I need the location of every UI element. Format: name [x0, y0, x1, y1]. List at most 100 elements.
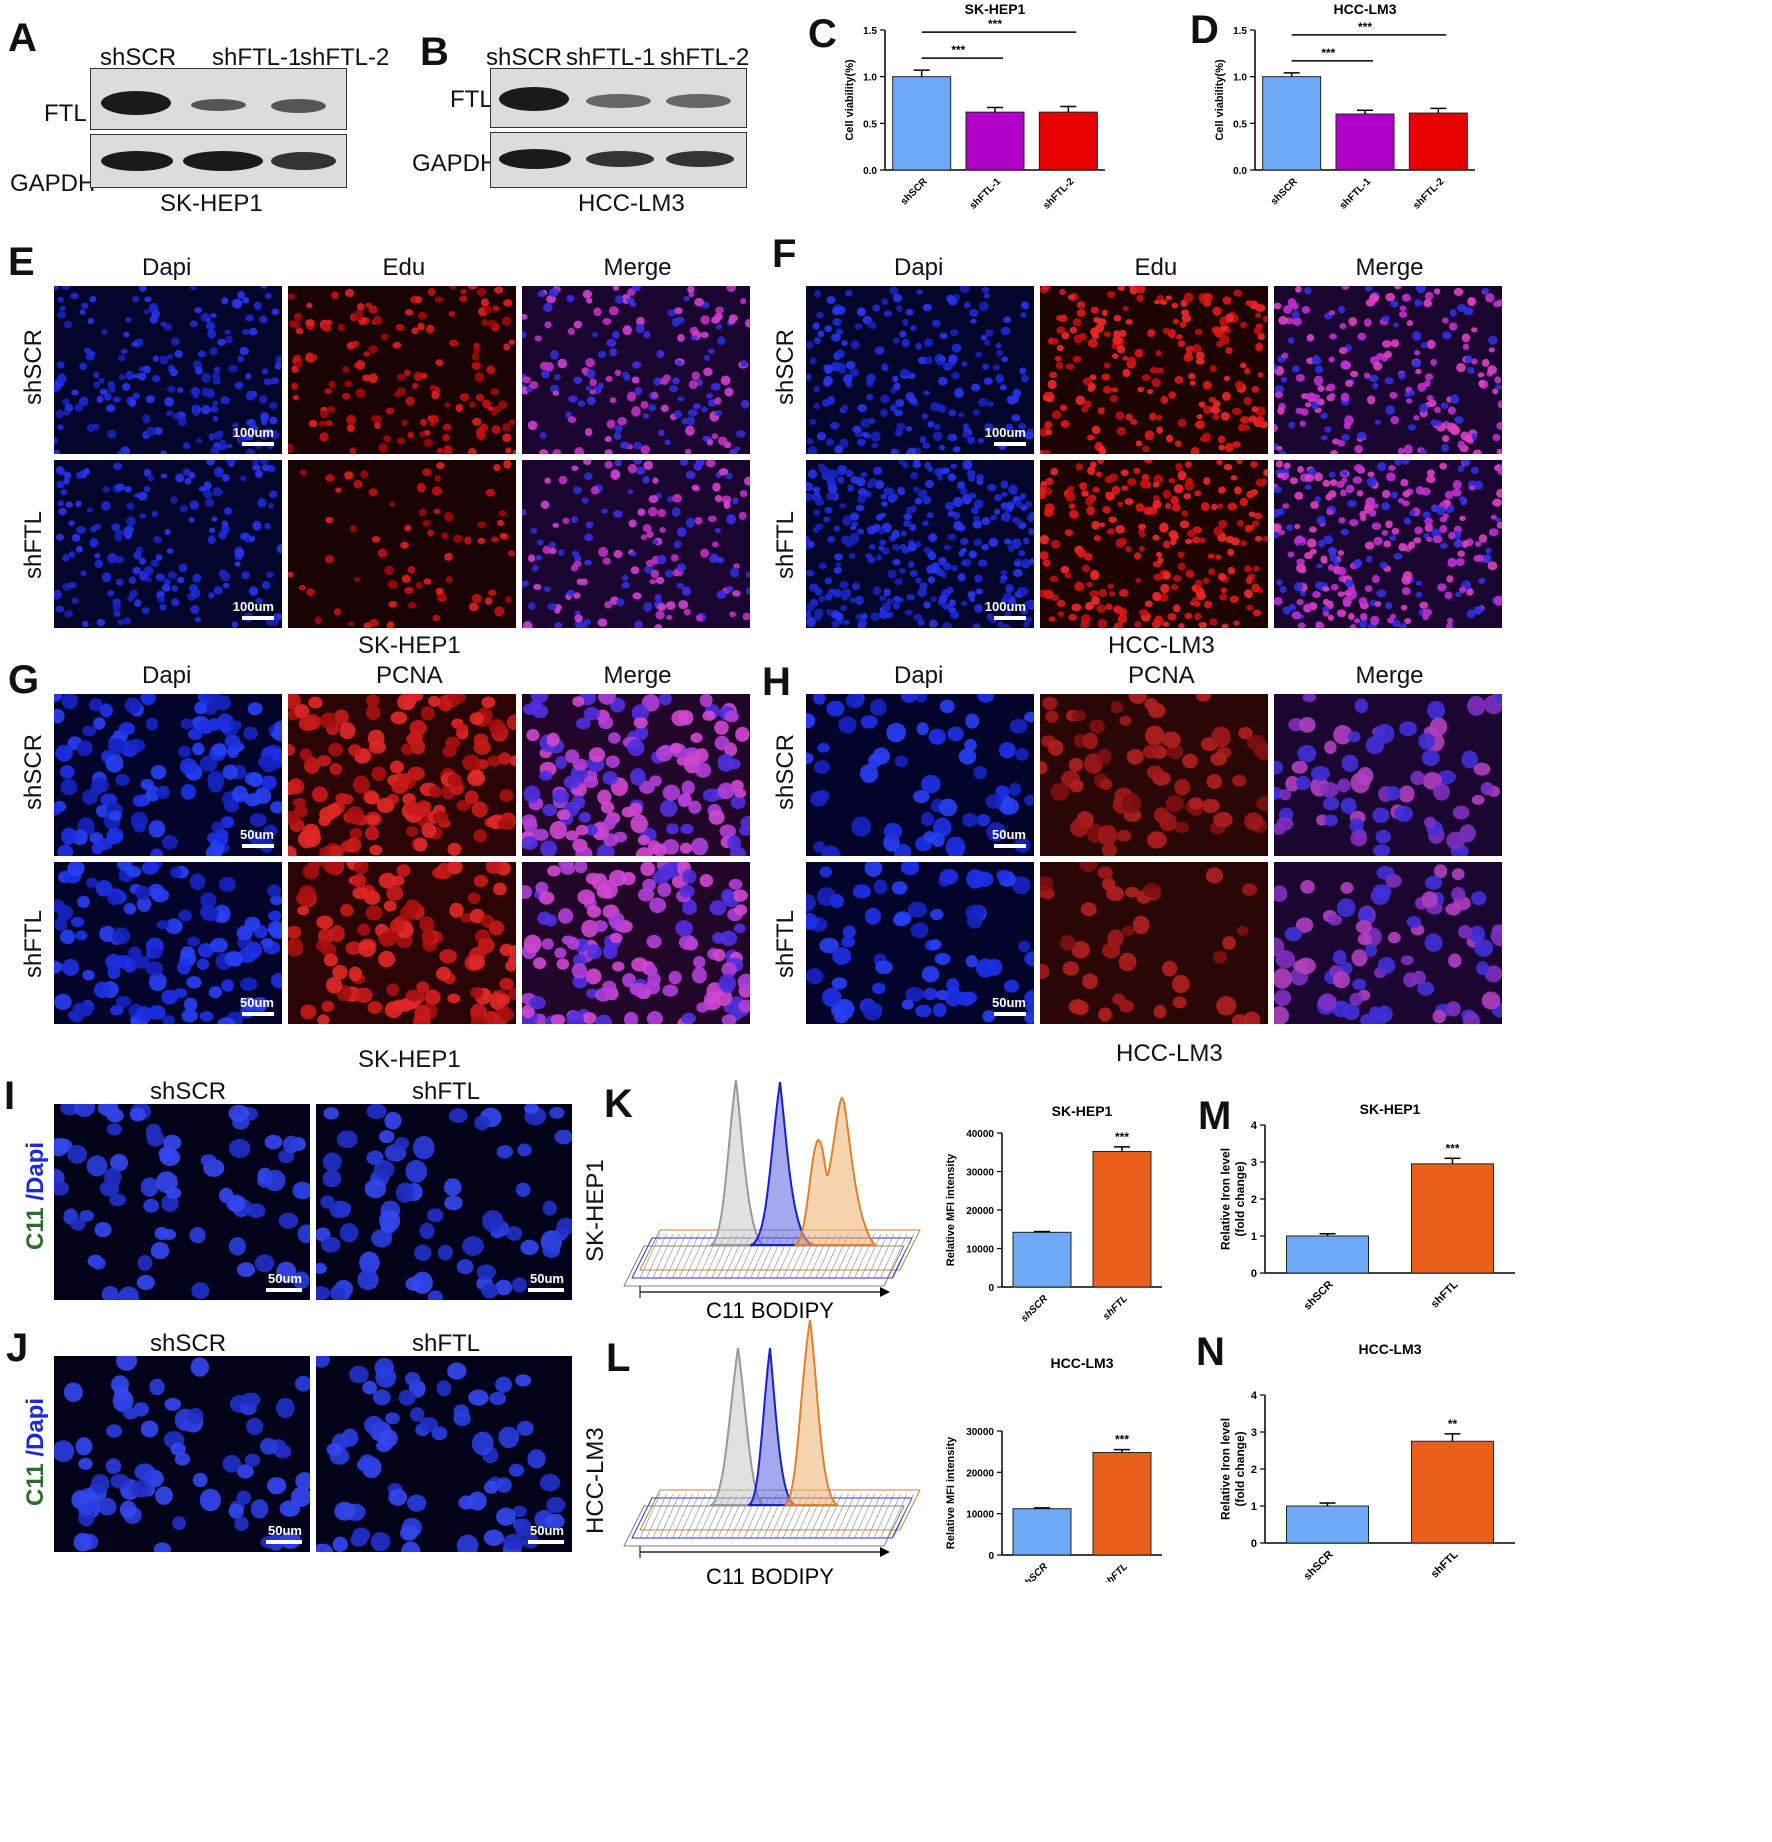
c11-image-shscr: 50um	[54, 1104, 310, 1300]
scale-bar-label: 50um	[992, 995, 1026, 1010]
blot-cell-line: HCC-LM3	[578, 190, 685, 217]
bar	[1012, 1508, 1072, 1556]
plate-hatch	[893, 1233, 914, 1279]
plate-hatch	[867, 1493, 888, 1539]
scale-bar-label: 50um	[240, 827, 274, 842]
histogram-peak-shftl	[784, 1320, 839, 1506]
micrograph-dapi-shftl: 100um	[806, 460, 1034, 628]
bar-chart-c: SK-HEP1 0.0 0.5 1.0 1.5 Cell viability(%) shSC…	[844, 1, 1105, 212]
grid-cell-line: HCC-LM3	[1108, 632, 1215, 659]
y-tick-label: 0.5	[1233, 119, 1247, 130]
y-tick-label: 0	[988, 1283, 994, 1294]
micrograph-pcna-shftl	[1040, 862, 1268, 1024]
plate-hatch	[886, 1493, 908, 1539]
row-label: shFTL	[20, 510, 47, 579]
y-tick-label: 20000	[966, 1468, 994, 1479]
column-label: Merge	[1355, 662, 1424, 689]
nuclei-layer	[288, 694, 516, 856]
row-label-gapdh: GAPDH	[412, 150, 498, 177]
micrograph-dapi-shscr: 50um	[806, 694, 1034, 856]
micrograph-edu-shftl	[1040, 460, 1268, 628]
column-label: shSCR	[150, 1078, 227, 1105]
plate-hatch	[646, 1233, 667, 1279]
histogram-peak-shscr	[749, 1081, 816, 1246]
y-tick-label: 3	[1251, 1157, 1257, 1169]
micrograph-dapi-shscr: 100um	[806, 286, 1034, 454]
x-tick-label: shSCR	[1019, 1293, 1051, 1325]
nuclei-layer	[806, 286, 1034, 454]
scale-bar	[994, 442, 1026, 446]
bar	[892, 76, 952, 171]
grid-cell-line: HCC-LM3	[1116, 1040, 1223, 1067]
micrograph-edu-shftl	[288, 460, 516, 628]
plate-hatch	[639, 1493, 661, 1539]
x-tick-label: shFTL	[1101, 1293, 1130, 1322]
row-label-ftl: FTL	[450, 86, 493, 113]
scale-bar-label: 100um	[232, 425, 274, 440]
column-label: Edu	[382, 254, 426, 281]
y-axis-label-line: (fold change)	[1233, 1161, 1247, 1236]
bar	[1262, 76, 1322, 171]
y-tick-label: 0	[1251, 1268, 1257, 1280]
y-tick-label: 0.0	[1233, 166, 1247, 177]
plate-hatch	[873, 1493, 895, 1539]
x-tick-label: shSCR	[1302, 1279, 1336, 1313]
nuclei-layer	[288, 286, 516, 454]
micrograph-merge-shftl	[522, 862, 750, 1024]
micrograph-merge-shftl	[1274, 862, 1502, 1024]
row-label: shSCR	[772, 328, 799, 405]
micrograph-merge-shftl	[522, 460, 750, 628]
c11-label: C11	[22, 1207, 49, 1250]
x-tick-label: shSCR	[1019, 1561, 1051, 1582]
nuclei-layer	[1274, 694, 1502, 856]
x-tick-label: shSCR	[1269, 176, 1301, 208]
y-tick-label: 10000	[966, 1245, 994, 1256]
plate-hatch	[854, 1493, 875, 1539]
plate-hatch	[678, 1493, 700, 1539]
plate-hatch	[860, 1233, 882, 1279]
plate-hatch	[665, 1233, 687, 1279]
bar	[1092, 1150, 1152, 1288]
c11-image-shscr: 50um	[54, 1356, 310, 1552]
western-blot-ftl	[90, 68, 347, 130]
plate-hatch	[893, 1493, 914, 1539]
flow-histogram-sk-hep1: C11 BODIPY	[623, 1079, 921, 1323]
micrograph-merge-shscr	[1274, 694, 1502, 856]
western-blot-gapdh	[90, 134, 347, 188]
x-tick-label: shFTL	[1101, 1561, 1130, 1582]
c11-dapi-label: C11 /Dapi	[22, 1398, 50, 1506]
panel-label-n: N	[1196, 1330, 1225, 1374]
scale-bar	[994, 616, 1026, 620]
nuclei-layer	[806, 862, 1034, 1024]
lane-label: shSCR	[100, 44, 177, 71]
significance-label: ***	[1445, 1141, 1459, 1155]
x-tick-label: shSCR	[899, 176, 931, 208]
significance-label: **	[1448, 1417, 1458, 1431]
plate-hatch	[665, 1493, 687, 1539]
lane-label: shFTL-1	[212, 44, 302, 71]
row-label: shSCR	[20, 328, 47, 405]
scale-bar	[242, 616, 274, 620]
plate-hatch	[672, 1493, 693, 1539]
column-label: Dapi	[894, 254, 944, 281]
panel-label-i: I	[4, 1074, 16, 1118]
scale-bar-label: 50um	[268, 1271, 302, 1286]
nuclei-layer	[54, 1356, 310, 1552]
panel-label-b: B	[420, 30, 449, 74]
row-label-gapdh: GAPDH	[10, 170, 96, 197]
column-label: shFTL	[412, 1330, 481, 1357]
column-label: Dapi	[894, 662, 944, 689]
column-label: Merge	[603, 662, 672, 689]
significance-label: ***	[1115, 1130, 1129, 1144]
c11-dapi-label: C11 /Dapi	[22, 1142, 50, 1250]
significance-label: ***	[1321, 46, 1335, 60]
histogram-peak-shscr	[747, 1347, 797, 1506]
plate-hatch	[828, 1493, 849, 1539]
y-tick-label: 1	[1251, 1231, 1257, 1243]
column-label: Merge	[1355, 254, 1424, 281]
scale-bar-label: 100um	[232, 599, 274, 614]
bar-chart-mfi-hcc-lm3: HCC-LM3 0 10000 20000 30000 Relative MFI inte…	[945, 1355, 1162, 1582]
bar-chart-mfi-sk-hep1: SK-HEP1 0 10000 20000 30000 40000 Relative MFI…	[945, 1103, 1162, 1325]
column-label: PCNA	[1128, 662, 1195, 689]
scale-bar	[994, 844, 1026, 848]
